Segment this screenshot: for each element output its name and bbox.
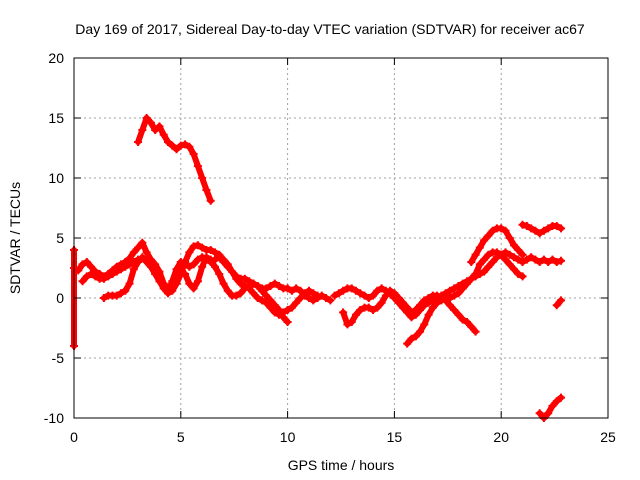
x-tick-label: 15 (387, 429, 403, 445)
data-point (557, 296, 566, 305)
x-tick-label: 0 (70, 429, 78, 445)
series-group (70, 114, 566, 422)
y-tick-label: 20 (48, 50, 64, 66)
x-tick-label: 20 (493, 429, 509, 445)
series-s5 (181, 253, 292, 326)
y-tick-label: 15 (48, 110, 64, 126)
y-tick-label: 0 (56, 290, 64, 306)
data-point (326, 296, 335, 305)
y-axis-label: SDTVAR / TECUs (7, 182, 23, 294)
x-axis-label: GPS time / hours (288, 457, 395, 473)
data-point (518, 250, 527, 259)
y-tick-label: 10 (48, 170, 64, 186)
y-tick-label: -5 (52, 350, 65, 366)
data-point (313, 291, 322, 300)
data-point (471, 327, 480, 336)
series-s1 (134, 114, 215, 205)
series-s11 (518, 220, 566, 238)
chart-title: Day 169 of 2017, Sidereal Day-to-day VTE… (75, 21, 585, 37)
data-point (557, 393, 566, 402)
data-point (134, 255, 143, 264)
data-point (518, 272, 527, 281)
series-s4 (99, 241, 322, 319)
grid (74, 58, 608, 418)
x-tick-label: 25 (600, 429, 616, 445)
y-tick-label: 5 (56, 230, 64, 246)
data-point (206, 196, 215, 205)
series-s9 (403, 248, 527, 348)
data-point (557, 256, 566, 265)
tick-group: 0 5 10 15 20 25 -10 -5 0 5 10 15 20 (44, 50, 616, 445)
data-point (283, 318, 292, 326)
x-tick-label: 5 (177, 429, 185, 445)
data-point (557, 224, 566, 233)
y-tick-label: -10 (44, 410, 64, 426)
x-tick-label: 10 (280, 429, 296, 445)
series-s6 (78, 255, 143, 286)
series-s12 (552, 296, 566, 310)
series-s10 (467, 224, 527, 266)
series-s13 (535, 393, 566, 422)
